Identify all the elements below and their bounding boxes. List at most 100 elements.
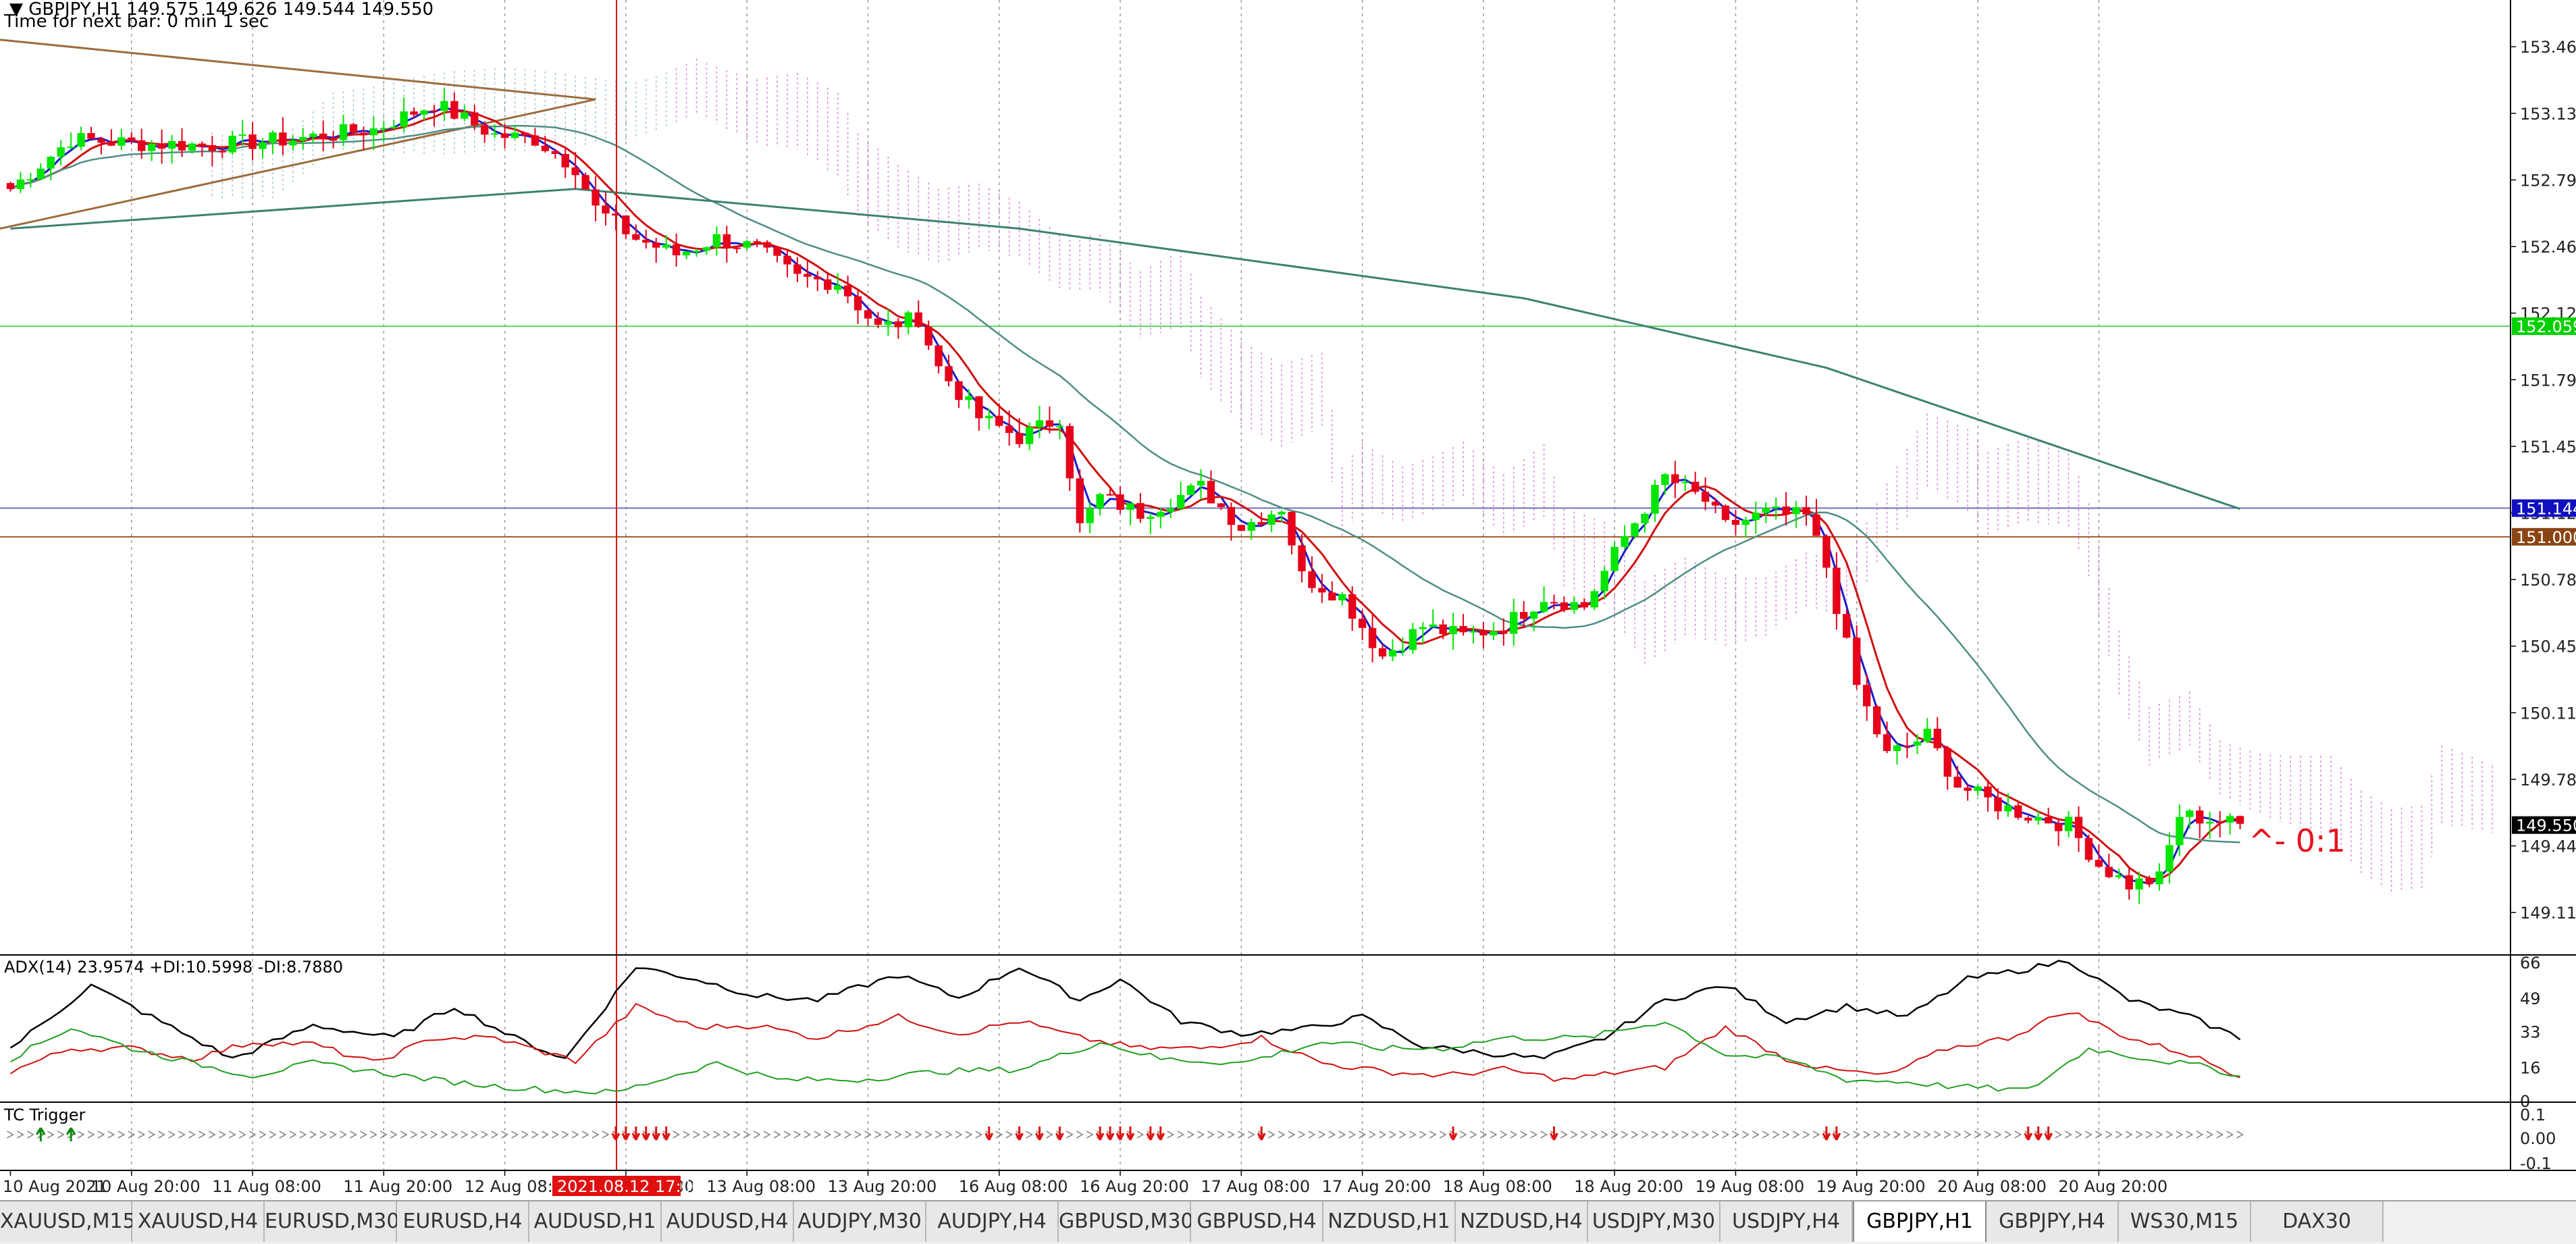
tc-marker bbox=[501, 1131, 508, 1139]
candle-body bbox=[592, 189, 600, 206]
tc-marker bbox=[904, 1131, 912, 1139]
tc-down-arrow-icon bbox=[1126, 1126, 1135, 1141]
tc-marker bbox=[571, 1131, 579, 1139]
tab-usdjpy-m30[interactable]: USDJPY,M30 bbox=[1588, 1201, 1720, 1242]
tc-marker bbox=[561, 1131, 569, 1139]
tab-xauusd-h4[interactable]: XAUUSD,H4 bbox=[132, 1201, 265, 1242]
tc-marker bbox=[481, 1131, 489, 1139]
candle-body bbox=[1661, 474, 1669, 486]
tc-marker bbox=[1691, 1131, 1700, 1139]
candle-body bbox=[299, 136, 307, 141]
tab-ws30-m15[interactable]: WS30,M15 bbox=[2119, 1201, 2251, 1242]
tc-marker bbox=[1651, 1131, 1659, 1139]
tab-nzdusd-h4[interactable]: NZDUSD,H4 bbox=[1456, 1201, 1588, 1242]
candle-body bbox=[188, 143, 196, 151]
tc-marker bbox=[935, 1131, 943, 1139]
x-tick-label: 20 Aug 20:00 bbox=[2058, 1177, 2167, 1196]
candle-body bbox=[471, 112, 479, 126]
tab-usdjpy-h4[interactable]: USDJPY,H4 bbox=[1720, 1201, 1853, 1242]
candle-body bbox=[1711, 501, 1720, 506]
tc-marker bbox=[1247, 1131, 1255, 1139]
candle-body bbox=[138, 140, 146, 151]
candle-body bbox=[1731, 519, 1740, 525]
candle-body bbox=[1086, 508, 1094, 523]
tc-marker bbox=[1722, 1131, 1729, 1139]
tc-marker bbox=[2085, 1131, 2093, 1139]
tc-marker bbox=[1752, 1131, 1760, 1139]
candle-body bbox=[864, 310, 872, 319]
tc-down-arrow-icon bbox=[1822, 1126, 1831, 1141]
candle-body bbox=[1943, 748, 1951, 777]
candle-body bbox=[2024, 817, 2032, 821]
candle-body bbox=[2186, 810, 2194, 817]
tab-audjpy-m30[interactable]: AUDJPY,M30 bbox=[794, 1201, 926, 1242]
tc-marker bbox=[1187, 1131, 1194, 1139]
tc-marker bbox=[1217, 1131, 1225, 1139]
x-tick-label: 16 Aug 08:00 bbox=[959, 1177, 1068, 1196]
y-tick-label: 150.115 bbox=[2520, 704, 2576, 723]
tab-gbpusd-m30[interactable]: GBPUSD,M30 bbox=[1059, 1201, 1194, 1242]
candle-body bbox=[259, 142, 267, 149]
tc-down-arrow-icon bbox=[1448, 1126, 1458, 1141]
candle-body bbox=[702, 247, 711, 251]
tab-eurusd-m30[interactable]: EURUSD,M30 bbox=[265, 1201, 399, 1242]
chart-canvas[interactable]: 153.465153.130152.795152.460152.125151.7… bbox=[0, 0, 2576, 1200]
tc-marker bbox=[1600, 1131, 1608, 1139]
candle-body bbox=[733, 247, 741, 249]
tc-marker bbox=[47, 1131, 55, 1139]
collapse-arrow-icon[interactable]: ▼ bbox=[9, 0, 29, 20]
candle-body bbox=[935, 345, 943, 367]
candle-body bbox=[1893, 745, 1901, 751]
candle-body bbox=[2125, 875, 2133, 890]
candle-body bbox=[924, 327, 932, 346]
candle-body bbox=[2004, 805, 2012, 812]
candle-body bbox=[955, 381, 963, 400]
tc-marker bbox=[1843, 1131, 1851, 1139]
tab-audusd-h1[interactable]: AUDUSD,H1 bbox=[529, 1201, 662, 1242]
candle-body bbox=[2215, 821, 2224, 823]
candle-body bbox=[1338, 594, 1346, 600]
tab-nzdusd-h1[interactable]: NZDUSD,H1 bbox=[1323, 1201, 1456, 1242]
candle-body bbox=[410, 111, 418, 115]
tc-marker bbox=[743, 1131, 751, 1139]
tc-marker bbox=[279, 1131, 287, 1139]
candle-body bbox=[2176, 817, 2184, 846]
tc-marker bbox=[450, 1131, 458, 1139]
candle-body bbox=[279, 132, 287, 146]
candle-body bbox=[2044, 817, 2053, 824]
tc-marker bbox=[1540, 1131, 1548, 1139]
candle-body bbox=[1328, 592, 1336, 600]
tab-eurusd-h4[interactable]: EURUSD,H4 bbox=[397, 1201, 529, 1242]
candle-body bbox=[975, 396, 983, 419]
tc-marker bbox=[2115, 1131, 2123, 1139]
candle-body bbox=[1106, 494, 1114, 496]
candle-body bbox=[1510, 612, 1518, 634]
candle-body bbox=[390, 126, 398, 128]
tab-xauusd-m15[interactable]: XAUUSD,M15 bbox=[0, 1201, 136, 1242]
candle-body bbox=[6, 183, 15, 189]
candle-body bbox=[1540, 602, 1548, 612]
candle-body bbox=[1610, 546, 1619, 571]
tc-marker bbox=[289, 1131, 297, 1139]
tab-audjpy-h4[interactable]: AUDJPY,H4 bbox=[926, 1201, 1059, 1242]
candle-body bbox=[2135, 878, 2143, 890]
candle-body bbox=[1721, 505, 1730, 520]
tab-gbpjpy-h4[interactable]: GBPJPY,H4 bbox=[1987, 1201, 2119, 1242]
tc-down-arrow-icon bbox=[662, 1126, 671, 1141]
tab-gbpusd-h4[interactable]: GBPUSD,H4 bbox=[1191, 1201, 1323, 1242]
tab-gbpjpy-h1[interactable]: GBPJPY,H1 bbox=[1853, 1201, 1987, 1242]
tab-dax30[interactable]: DAX30 bbox=[2251, 1201, 2384, 1242]
candle-body bbox=[1368, 627, 1377, 648]
candle-body bbox=[36, 168, 45, 180]
tc-marker bbox=[1610, 1131, 1619, 1139]
y-tick-label: 149.110 bbox=[2520, 904, 2576, 923]
candle-body bbox=[2105, 866, 2113, 877]
tab-audusd-h4[interactable]: AUDUSD,H4 bbox=[662, 1201, 794, 1242]
ma-mid-line bbox=[9, 110, 2240, 881]
candle-body bbox=[712, 234, 721, 248]
tc-marker bbox=[158, 1131, 165, 1139]
tc-marker bbox=[592, 1131, 600, 1139]
tc-marker bbox=[1742, 1131, 1750, 1139]
candle-body bbox=[128, 137, 136, 140]
candle-body bbox=[773, 247, 781, 256]
